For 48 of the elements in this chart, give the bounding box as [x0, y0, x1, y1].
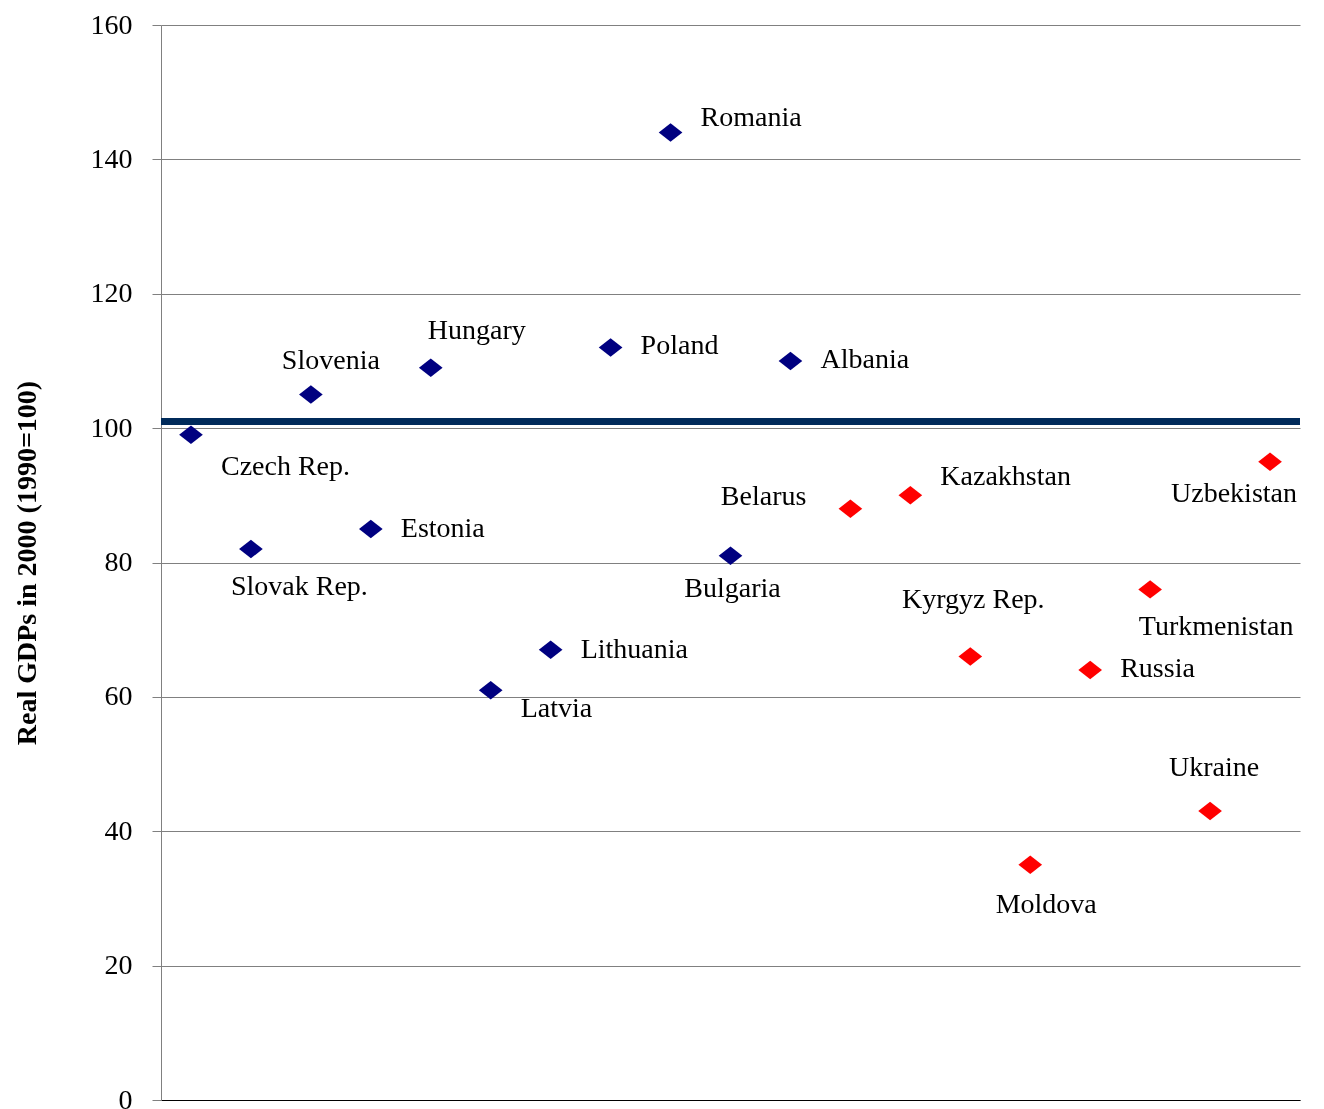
point [898, 486, 923, 505]
data-label: Turkmenistan [1138, 610, 1294, 642]
data-label: Czech Rep. [220, 449, 351, 481]
y-tick-label: 100 [90, 411, 133, 443]
data-label: Albania [820, 342, 910, 374]
y-tick-label: 140 [90, 142, 133, 174]
data-label: Kyrgyz Rep. [902, 582, 1045, 614]
data-label: Romania [700, 100, 803, 132]
point [538, 640, 563, 660]
y-tick-label: 0 [118, 1083, 133, 1109]
point [418, 358, 443, 377]
data-label: Russia [1120, 652, 1196, 683]
data-label: Moldova [995, 887, 1098, 919]
point [239, 539, 263, 559]
point [958, 647, 983, 666]
point [179, 425, 203, 445]
point [1198, 801, 1222, 821]
y-axis-title: Real GDPs in 2000 (1990=100) [10, 380, 42, 746]
data-label: Estonia [400, 511, 486, 543]
y-tick-label: 40 [104, 814, 133, 846]
point [1018, 855, 1043, 875]
point [478, 680, 503, 700]
y-tick-label: 160 [90, 8, 133, 40]
point [778, 351, 803, 371]
point [1138, 580, 1162, 599]
data-label: Ukraine [1168, 751, 1260, 783]
data-label: Bulgaria [684, 571, 782, 603]
point [598, 338, 623, 357]
data-label: Slovak Rep. [230, 570, 368, 602]
point [358, 519, 383, 539]
point [1078, 660, 1103, 680]
data-label: Hungary [427, 313, 526, 345]
y-tick-label: 80 [104, 546, 133, 577]
data-label: Belarus [720, 479, 807, 511]
y-tick-label: 120 [90, 277, 133, 309]
data-label: Uzbekistan [1171, 476, 1298, 508]
data-label: Slovenia [281, 343, 381, 375]
y-tick-label: 20 [104, 949, 133, 981]
point [658, 123, 683, 142]
point [838, 499, 863, 518]
point [1258, 452, 1282, 471]
data-label: Poland [640, 328, 719, 360]
y-tick-label: 60 [104, 680, 133, 712]
data-label: Lithuania [580, 632, 689, 664]
point [718, 546, 743, 566]
data-label: Kazakhstan [940, 460, 1071, 492]
point [299, 385, 323, 404]
data-label: Latvia [520, 692, 593, 724]
